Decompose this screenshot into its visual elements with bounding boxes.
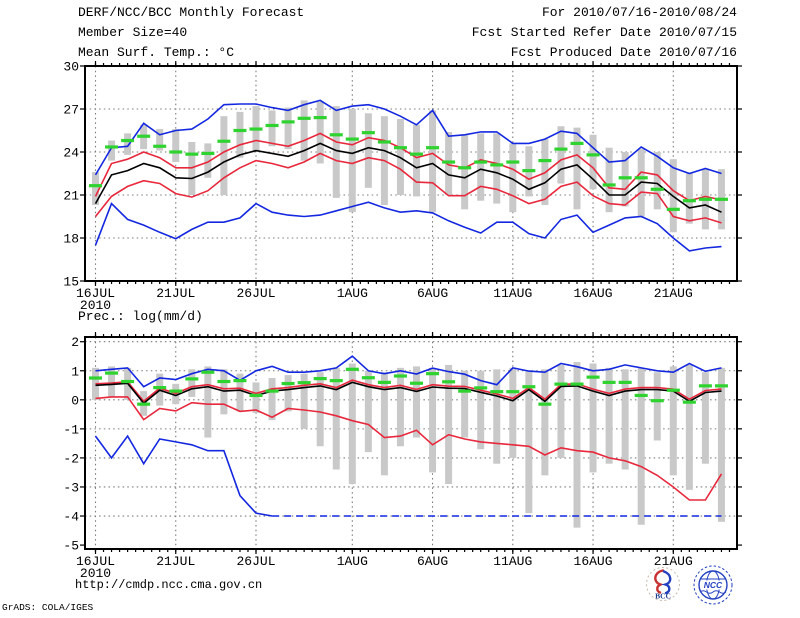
temp-ticks xyxy=(80,61,742,286)
prec-ticks xyxy=(80,332,742,554)
prec-frame xyxy=(84,336,738,550)
prec-series-upper-spread xyxy=(95,379,722,403)
svg-text:2: 2 xyxy=(71,335,79,350)
bcc-logo-label: BCC xyxy=(655,592,671,601)
svg-text:21: 21 xyxy=(63,189,79,204)
temp-observation-dashes xyxy=(89,116,728,211)
temp-frame xyxy=(84,65,738,282)
svg-text:-4: -4 xyxy=(63,510,79,525)
refer-date-label: Fcst Started Refer Date 2010/07/15 xyxy=(471,25,737,40)
svg-text:24: 24 xyxy=(63,146,79,161)
temp-series-lower-spread xyxy=(94,152,722,224)
svg-text:11AUG: 11AUG xyxy=(493,286,532,301)
forecast-range-label: For 2010/07/16-2010/08/24 xyxy=(541,5,737,20)
temp-y-axis-labels: 30 27 24 21 18 15 xyxy=(63,60,79,290)
svg-text:-1: -1 xyxy=(63,422,79,437)
temp-series-ensemble-max xyxy=(94,99,722,176)
prec-y-axis-labels: 2 1 0 -1 -2 -3 -4 -5 xyxy=(63,335,79,553)
svg-text:-3: -3 xyxy=(63,480,79,495)
svg-text:2010: 2010 xyxy=(80,298,111,313)
svg-text:2010: 2010 xyxy=(80,566,111,581)
ncc-logo: NCC xyxy=(693,565,733,605)
svg-text:16JUL: 16JUL xyxy=(76,554,115,569)
bcc-red-swirl xyxy=(654,569,665,594)
prec-series-lower-spread xyxy=(95,396,723,501)
temp-chart-title: Mean Surf. Temp.: °C xyxy=(78,45,235,60)
prec-chart-title: Prec.: log(mm/d) xyxy=(78,309,203,324)
svg-text:21JUL: 21JUL xyxy=(156,554,195,569)
svg-text:30: 30 xyxy=(63,60,79,75)
svg-text:26JUL: 26JUL xyxy=(236,554,275,569)
prec-observation-dashes xyxy=(89,367,728,406)
app-title: DERF/NCC/BCC Monthly Forecast xyxy=(78,5,305,20)
temp-series-ensemble-mean xyxy=(94,142,722,213)
bcc-logo: BCC xyxy=(646,567,680,601)
produced-date-label: Fcst Produced Date 2010/07/16 xyxy=(510,45,737,60)
svg-text:27: 27 xyxy=(63,103,79,118)
source-url[interactable]: http://cmdp.ncc.cma.gov.cn xyxy=(75,578,263,592)
svg-text:21AUG: 21AUG xyxy=(654,554,693,569)
svg-text:16JUL: 16JUL xyxy=(76,286,115,301)
bcc-blue-swirl xyxy=(661,570,672,595)
temp-series-upper-spread xyxy=(94,132,722,202)
svg-text:0: 0 xyxy=(71,393,79,408)
svg-text:15: 15 xyxy=(63,275,79,290)
member-size: Member Size=40 xyxy=(78,25,188,40)
prec-series-ensemble-min xyxy=(94,434,722,517)
svg-text:11AUG: 11AUG xyxy=(493,554,532,569)
svg-text:-2: -2 xyxy=(63,451,79,466)
svg-text:6AUG: 6AUG xyxy=(417,554,448,569)
svg-text:18: 18 xyxy=(63,232,79,247)
prec-series-ensemble-mean xyxy=(95,381,722,405)
svg-text:1AUG: 1AUG xyxy=(337,286,368,301)
prec-series-ensemble-max xyxy=(95,355,722,388)
svg-text:16AUG: 16AUG xyxy=(574,554,613,569)
svg-text:16AUG: 16AUG xyxy=(574,286,613,301)
ncc-logo-label: NCC xyxy=(704,580,723,590)
temp-series-ensemble-min xyxy=(94,201,722,252)
svg-text:1: 1 xyxy=(71,364,79,379)
svg-text:-5: -5 xyxy=(63,539,79,554)
ncc-waves xyxy=(699,590,727,594)
svg-text:1AUG: 1AUG xyxy=(337,554,368,569)
svg-text:21AUG: 21AUG xyxy=(654,286,693,301)
svg-text:6AUG: 6AUG xyxy=(417,286,448,301)
svg-text:26JUL: 26JUL xyxy=(236,286,275,301)
prec-member-spread-bars xyxy=(92,362,725,528)
svg-text:21JUL: 21JUL xyxy=(156,286,195,301)
grads-credit: GrADS: COLA/IGES xyxy=(2,602,94,613)
